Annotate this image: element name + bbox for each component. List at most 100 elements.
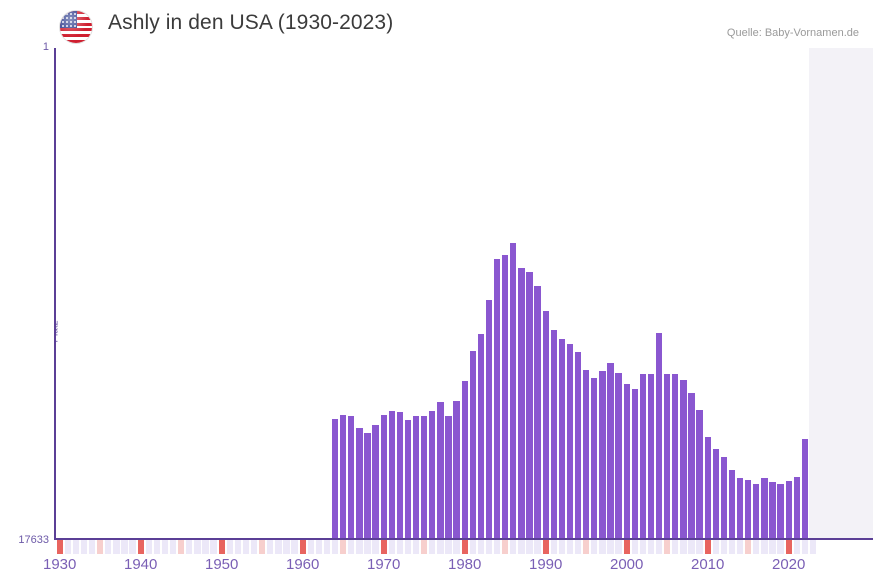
- bar[interactable]: [728, 470, 736, 538]
- bar[interactable]: [688, 393, 695, 538]
- bar[interactable]: [664, 374, 671, 538]
- bar[interactable]: [388, 411, 395, 538]
- x-axis-minor-tick: [728, 540, 736, 554]
- x-axis-minor-tick: [121, 540, 128, 554]
- x-axis-minor-tick: [388, 540, 395, 554]
- x-axis-minor-tick: [777, 540, 784, 554]
- x-axis-tick-label: 2000: [610, 556, 644, 573]
- x-axis-minor-tick: [348, 540, 355, 554]
- x-axis-minor-tick: [591, 540, 598, 554]
- x-axis-minor-tick: [372, 540, 379, 554]
- x-axis-tick-label: 2010: [691, 556, 725, 573]
- bar[interactable]: [623, 384, 630, 538]
- bar[interactable]: [672, 374, 679, 538]
- x-axis-minor-tick: [639, 540, 647, 554]
- x-axis-tick-label: 1980: [448, 556, 482, 573]
- x-axis-minor-tick: [615, 540, 622, 554]
- bar[interactable]: [680, 380, 687, 538]
- x-axis-minor-tick: [80, 540, 88, 554]
- bar[interactable]: [615, 373, 622, 538]
- bar[interactable]: [510, 243, 517, 538]
- x-axis-major-tick: [704, 540, 711, 554]
- bar[interactable]: [502, 255, 509, 538]
- bar[interactable]: [404, 420, 412, 538]
- bar[interactable]: [647, 374, 655, 538]
- x-axis-minor-tick: [250, 540, 258, 554]
- bar[interactable]: [412, 416, 420, 538]
- bar[interactable]: [574, 352, 582, 538]
- bar[interactable]: [761, 478, 768, 538]
- bar[interactable]: [639, 374, 647, 538]
- bar[interactable]: [396, 412, 404, 538]
- bar[interactable]: [720, 457, 728, 538]
- bar[interactable]: [591, 378, 598, 538]
- x-axis-major-tick: [542, 540, 549, 554]
- x-axis-minor-tick: [745, 540, 752, 554]
- x-axis-minor-tick: [113, 540, 120, 554]
- bar[interactable]: [469, 351, 476, 538]
- bar[interactable]: [753, 484, 760, 538]
- source-attribution: Quelle: Baby-Vornamen.de: [726, 27, 859, 39]
- x-axis-major-tick: [218, 540, 225, 554]
- bar[interactable]: [429, 411, 436, 538]
- bar[interactable]: [777, 484, 784, 538]
- bar[interactable]: [493, 259, 501, 538]
- y-axis-line: [54, 48, 56, 539]
- bar[interactable]: [745, 480, 752, 538]
- x-axis-major-tick: [56, 540, 63, 554]
- bar[interactable]: [793, 477, 800, 538]
- x-axis-minor-tick: [655, 540, 663, 554]
- bar[interactable]: [801, 439, 809, 538]
- bar[interactable]: [485, 300, 493, 538]
- bar[interactable]: [526, 272, 533, 538]
- bar[interactable]: [655, 333, 663, 538]
- x-axis-minor-tick: [364, 540, 371, 554]
- x-axis-minor-tick: [518, 540, 525, 554]
- x-axis-minor-tick: [194, 540, 201, 554]
- bar[interactable]: [550, 330, 557, 538]
- bar[interactable]: [340, 415, 347, 538]
- bar[interactable]: [704, 437, 711, 538]
- bar[interactable]: [356, 428, 363, 538]
- bar[interactable]: [785, 481, 792, 538]
- flag-canton: [60, 11, 77, 29]
- bar[interactable]: [477, 334, 485, 538]
- bar[interactable]: [712, 449, 719, 538]
- bar[interactable]: [364, 433, 371, 538]
- bar[interactable]: [445, 416, 452, 538]
- x-axis-minor-tick: [72, 540, 80, 554]
- bar[interactable]: [372, 425, 379, 538]
- x-axis-line: [54, 538, 873, 540]
- x-axis-minor-tick: [356, 540, 363, 554]
- x-axis-minor-tick: [469, 540, 476, 554]
- bar[interactable]: [380, 415, 387, 538]
- bar[interactable]: [348, 416, 355, 538]
- bar[interactable]: [599, 371, 606, 538]
- x-axis-major-tick: [461, 540, 468, 554]
- bar[interactable]: [461, 381, 468, 538]
- x-axis-minor-tick: [493, 540, 501, 554]
- x-axis-minor-tick: [558, 540, 566, 554]
- x-axis-minor-tick: [226, 540, 233, 554]
- bar[interactable]: [542, 311, 549, 538]
- bar[interactable]: [566, 344, 574, 538]
- bar[interactable]: [736, 478, 744, 538]
- bar[interactable]: [453, 401, 460, 538]
- bar[interactable]: [534, 286, 541, 538]
- bar[interactable]: [518, 268, 525, 538]
- bar[interactable]: [421, 416, 428, 538]
- x-axis-minor-tick: [672, 540, 679, 554]
- bar[interactable]: [331, 419, 339, 538]
- x-axis-minor-tick: [753, 540, 760, 554]
- x-axis-minor-tick: [129, 540, 136, 554]
- bar[interactable]: [769, 482, 776, 538]
- x-axis-minor-tick: [259, 540, 266, 554]
- bar[interactable]: [558, 339, 566, 538]
- bar[interactable]: [583, 370, 590, 538]
- x-axis-major-tick: [299, 540, 306, 554]
- bar[interactable]: [631, 389, 638, 538]
- x-axis-tick-label: 1940: [124, 556, 158, 573]
- bar[interactable]: [696, 410, 703, 538]
- bar[interactable]: [607, 363, 614, 538]
- bar[interactable]: [437, 402, 444, 538]
